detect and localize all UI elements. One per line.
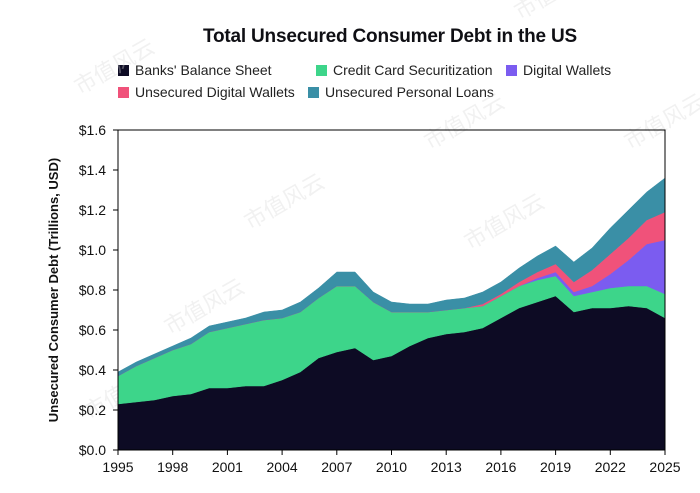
legend-swatch [506, 64, 517, 76]
legend-item-credit-card-securitization: Credit Card Securitization [316, 62, 493, 78]
legend-swatch [118, 64, 129, 76]
chart-title: Total Unsecured Consumer Debt in the US [202, 26, 577, 47]
y-tick-label: $1.6 [79, 122, 106, 138]
y-tick-label: $0.8 [79, 282, 106, 298]
x-tick-label: 2025 [649, 459, 680, 475]
x-axis: 1995 1998 2001 2004 2007 2010 2013 2016 2019 2022… [102, 450, 681, 475]
legend-item-banks-balance-sheet: Banks' Balance Sheet [118, 62, 272, 78]
legend-item-digital-wallets: Digital Wallets [506, 62, 611, 78]
legend-swatch [316, 64, 327, 76]
legend-label: Unsecured Digital Wallets [135, 84, 295, 100]
legend-label: Digital Wallets [523, 62, 612, 78]
watermark-text: 市值风云 [510, 0, 599, 24]
x-tick-label: 2001 [212, 459, 243, 475]
legend-label: Banks' Balance Sheet [135, 62, 272, 78]
y-tick-label: $0.6 [79, 322, 106, 338]
watermark-text: 市值风云 [240, 169, 329, 235]
x-tick-label: 2013 [431, 459, 462, 475]
x-tick-label: 1998 [157, 459, 188, 475]
legend-label: Unsecured Personal Loans [325, 84, 494, 100]
legend-swatch [118, 86, 129, 98]
y-tick-label: $0.0 [79, 442, 106, 458]
x-tick-label: 2016 [485, 459, 516, 475]
y-tick-label: $1.4 [79, 162, 106, 178]
x-tick-label: 2010 [376, 459, 407, 475]
watermark-text: 市值风云 [70, 34, 159, 100]
x-tick-label: 2007 [321, 459, 352, 475]
y-axis: $0.0 $0.2 $0.4 $0.6 $0.8 $1.0 $1.2 $1.4 $1.6 [79, 122, 118, 458]
y-tick-label: $0.2 [79, 402, 106, 418]
watermark-text: 市值风云 [620, 89, 700, 155]
watermark-text: 市值风云 [460, 189, 549, 255]
x-tick-label: 2019 [540, 459, 571, 475]
x-tick-label: 2004 [267, 459, 298, 475]
area-layer [117, 177, 666, 451]
legend-swatch [308, 86, 319, 98]
y-tick-label: $0.4 [79, 362, 106, 378]
y-tick-label: $1.2 [79, 202, 106, 218]
watermark-text: 市值风云 [420, 89, 509, 155]
legend-label: Credit Card Securitization [333, 62, 493, 78]
y-tick-label: $1.0 [79, 242, 106, 258]
x-tick-label: 1995 [102, 459, 133, 475]
x-tick-label: 2022 [595, 459, 626, 475]
legend-item-unsecured-digital-wallets: Unsecured Digital Wallets [118, 84, 295, 100]
legend-item-unsecured-personal-loans: Unsecured Personal Loans [308, 84, 494, 100]
